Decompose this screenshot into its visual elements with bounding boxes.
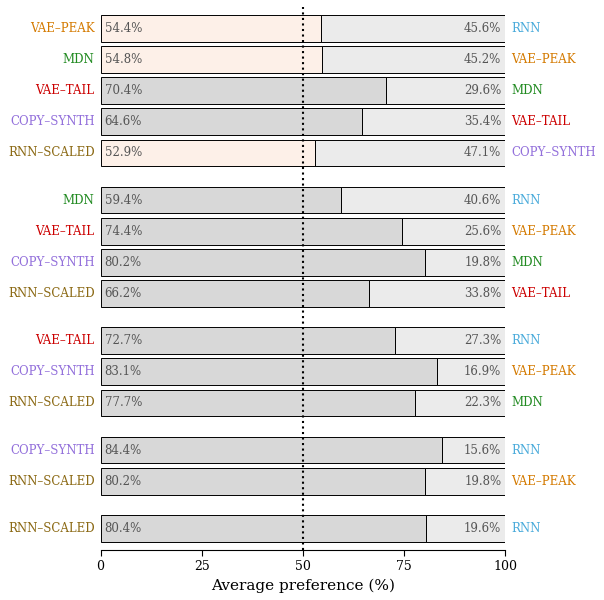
Bar <box>101 46 323 73</box>
Text: 45.2%: 45.2% <box>464 53 501 66</box>
Text: 22.3%: 22.3% <box>464 397 501 409</box>
Bar <box>315 140 506 166</box>
Bar <box>402 218 506 245</box>
Bar <box>101 389 415 416</box>
Bar <box>101 218 402 245</box>
Bar <box>323 46 506 73</box>
Text: COPY–SYNTH: COPY–SYNTH <box>512 146 596 160</box>
Text: 15.6%: 15.6% <box>464 443 501 457</box>
Text: RNN: RNN <box>512 334 541 347</box>
Text: 83.1%: 83.1% <box>104 365 142 378</box>
Text: 35.4%: 35.4% <box>464 115 501 128</box>
Text: 64.6%: 64.6% <box>104 115 142 128</box>
Text: 54.4%: 54.4% <box>104 22 142 35</box>
Bar <box>415 389 506 416</box>
Text: VAE–PEAK: VAE–PEAK <box>30 22 94 35</box>
Bar <box>395 327 506 354</box>
Bar <box>425 249 506 276</box>
Bar <box>385 77 506 104</box>
Bar <box>101 140 315 166</box>
Text: VAE–PEAK: VAE–PEAK <box>512 225 576 238</box>
Text: RNN–SCALED: RNN–SCALED <box>8 475 94 488</box>
Text: 72.7%: 72.7% <box>104 334 142 347</box>
Bar <box>101 468 425 494</box>
Bar <box>368 280 506 307</box>
Text: VAE–PEAK: VAE–PEAK <box>512 365 576 378</box>
Text: 27.3%: 27.3% <box>464 334 501 347</box>
Bar <box>425 468 506 494</box>
Bar <box>437 358 506 385</box>
Text: MDN: MDN <box>63 53 94 66</box>
Text: RNN: RNN <box>512 522 541 535</box>
Bar <box>101 358 437 385</box>
Bar <box>101 15 321 41</box>
Text: 70.4%: 70.4% <box>104 84 142 97</box>
Text: 45.6%: 45.6% <box>464 22 501 35</box>
Text: COPY–SYNTH: COPY–SYNTH <box>10 115 94 128</box>
Text: 80.2%: 80.2% <box>104 256 142 269</box>
Text: VAE–TAIL: VAE–TAIL <box>36 334 94 347</box>
Bar <box>101 437 442 463</box>
Bar <box>321 15 506 41</box>
Text: MDN: MDN <box>512 84 543 97</box>
Text: RNN: RNN <box>512 22 541 35</box>
Text: RNN–SCALED: RNN–SCALED <box>8 287 94 300</box>
Text: 84.4%: 84.4% <box>104 443 142 457</box>
Bar <box>362 109 506 135</box>
Bar <box>101 327 395 354</box>
Text: RNN: RNN <box>512 194 541 206</box>
Text: COPY–SYNTH: COPY–SYNTH <box>10 443 94 457</box>
Bar <box>101 249 425 276</box>
Text: 80.2%: 80.2% <box>104 475 142 488</box>
Bar <box>426 515 506 542</box>
Bar <box>101 77 385 104</box>
Bar <box>101 109 362 135</box>
Text: 52.9%: 52.9% <box>104 146 142 160</box>
Text: 19.6%: 19.6% <box>464 522 501 535</box>
Text: VAE–PEAK: VAE–PEAK <box>512 53 576 66</box>
Text: MDN: MDN <box>512 397 543 409</box>
Text: 29.6%: 29.6% <box>464 84 501 97</box>
Text: 77.7%: 77.7% <box>104 397 142 409</box>
Text: RNN–SCALED: RNN–SCALED <box>8 397 94 409</box>
Text: 59.4%: 59.4% <box>104 194 142 206</box>
Text: VAE–TAIL: VAE–TAIL <box>512 287 571 300</box>
Bar <box>101 280 368 307</box>
Text: 19.8%: 19.8% <box>464 256 501 269</box>
Bar <box>442 437 506 463</box>
Text: COPY–SYNTH: COPY–SYNTH <box>10 256 94 269</box>
Text: 33.8%: 33.8% <box>464 287 501 300</box>
Text: RNN: RNN <box>512 443 541 457</box>
Text: MDN: MDN <box>63 194 94 206</box>
Text: RNN–SCALED: RNN–SCALED <box>8 522 94 535</box>
Text: VAE–TAIL: VAE–TAIL <box>36 84 94 97</box>
Text: RNN–SCALED: RNN–SCALED <box>8 146 94 160</box>
Text: 74.4%: 74.4% <box>104 225 142 238</box>
Text: 40.6%: 40.6% <box>464 194 501 206</box>
Text: 80.4%: 80.4% <box>104 522 142 535</box>
Text: 25.6%: 25.6% <box>464 225 501 238</box>
Text: 19.8%: 19.8% <box>464 475 501 488</box>
Text: VAE–PEAK: VAE–PEAK <box>512 475 576 488</box>
Text: 16.9%: 16.9% <box>464 365 501 378</box>
X-axis label: Average preference (%): Average preference (%) <box>211 578 395 593</box>
Bar <box>101 187 341 214</box>
Bar <box>101 515 426 542</box>
Text: COPY–SYNTH: COPY–SYNTH <box>10 365 94 378</box>
Text: MDN: MDN <box>512 256 543 269</box>
Text: 66.2%: 66.2% <box>104 287 142 300</box>
Text: VAE–TAIL: VAE–TAIL <box>512 115 571 128</box>
Bar <box>341 187 506 214</box>
Text: VAE–TAIL: VAE–TAIL <box>36 225 94 238</box>
Text: 54.8%: 54.8% <box>104 53 142 66</box>
Text: 47.1%: 47.1% <box>464 146 501 160</box>
